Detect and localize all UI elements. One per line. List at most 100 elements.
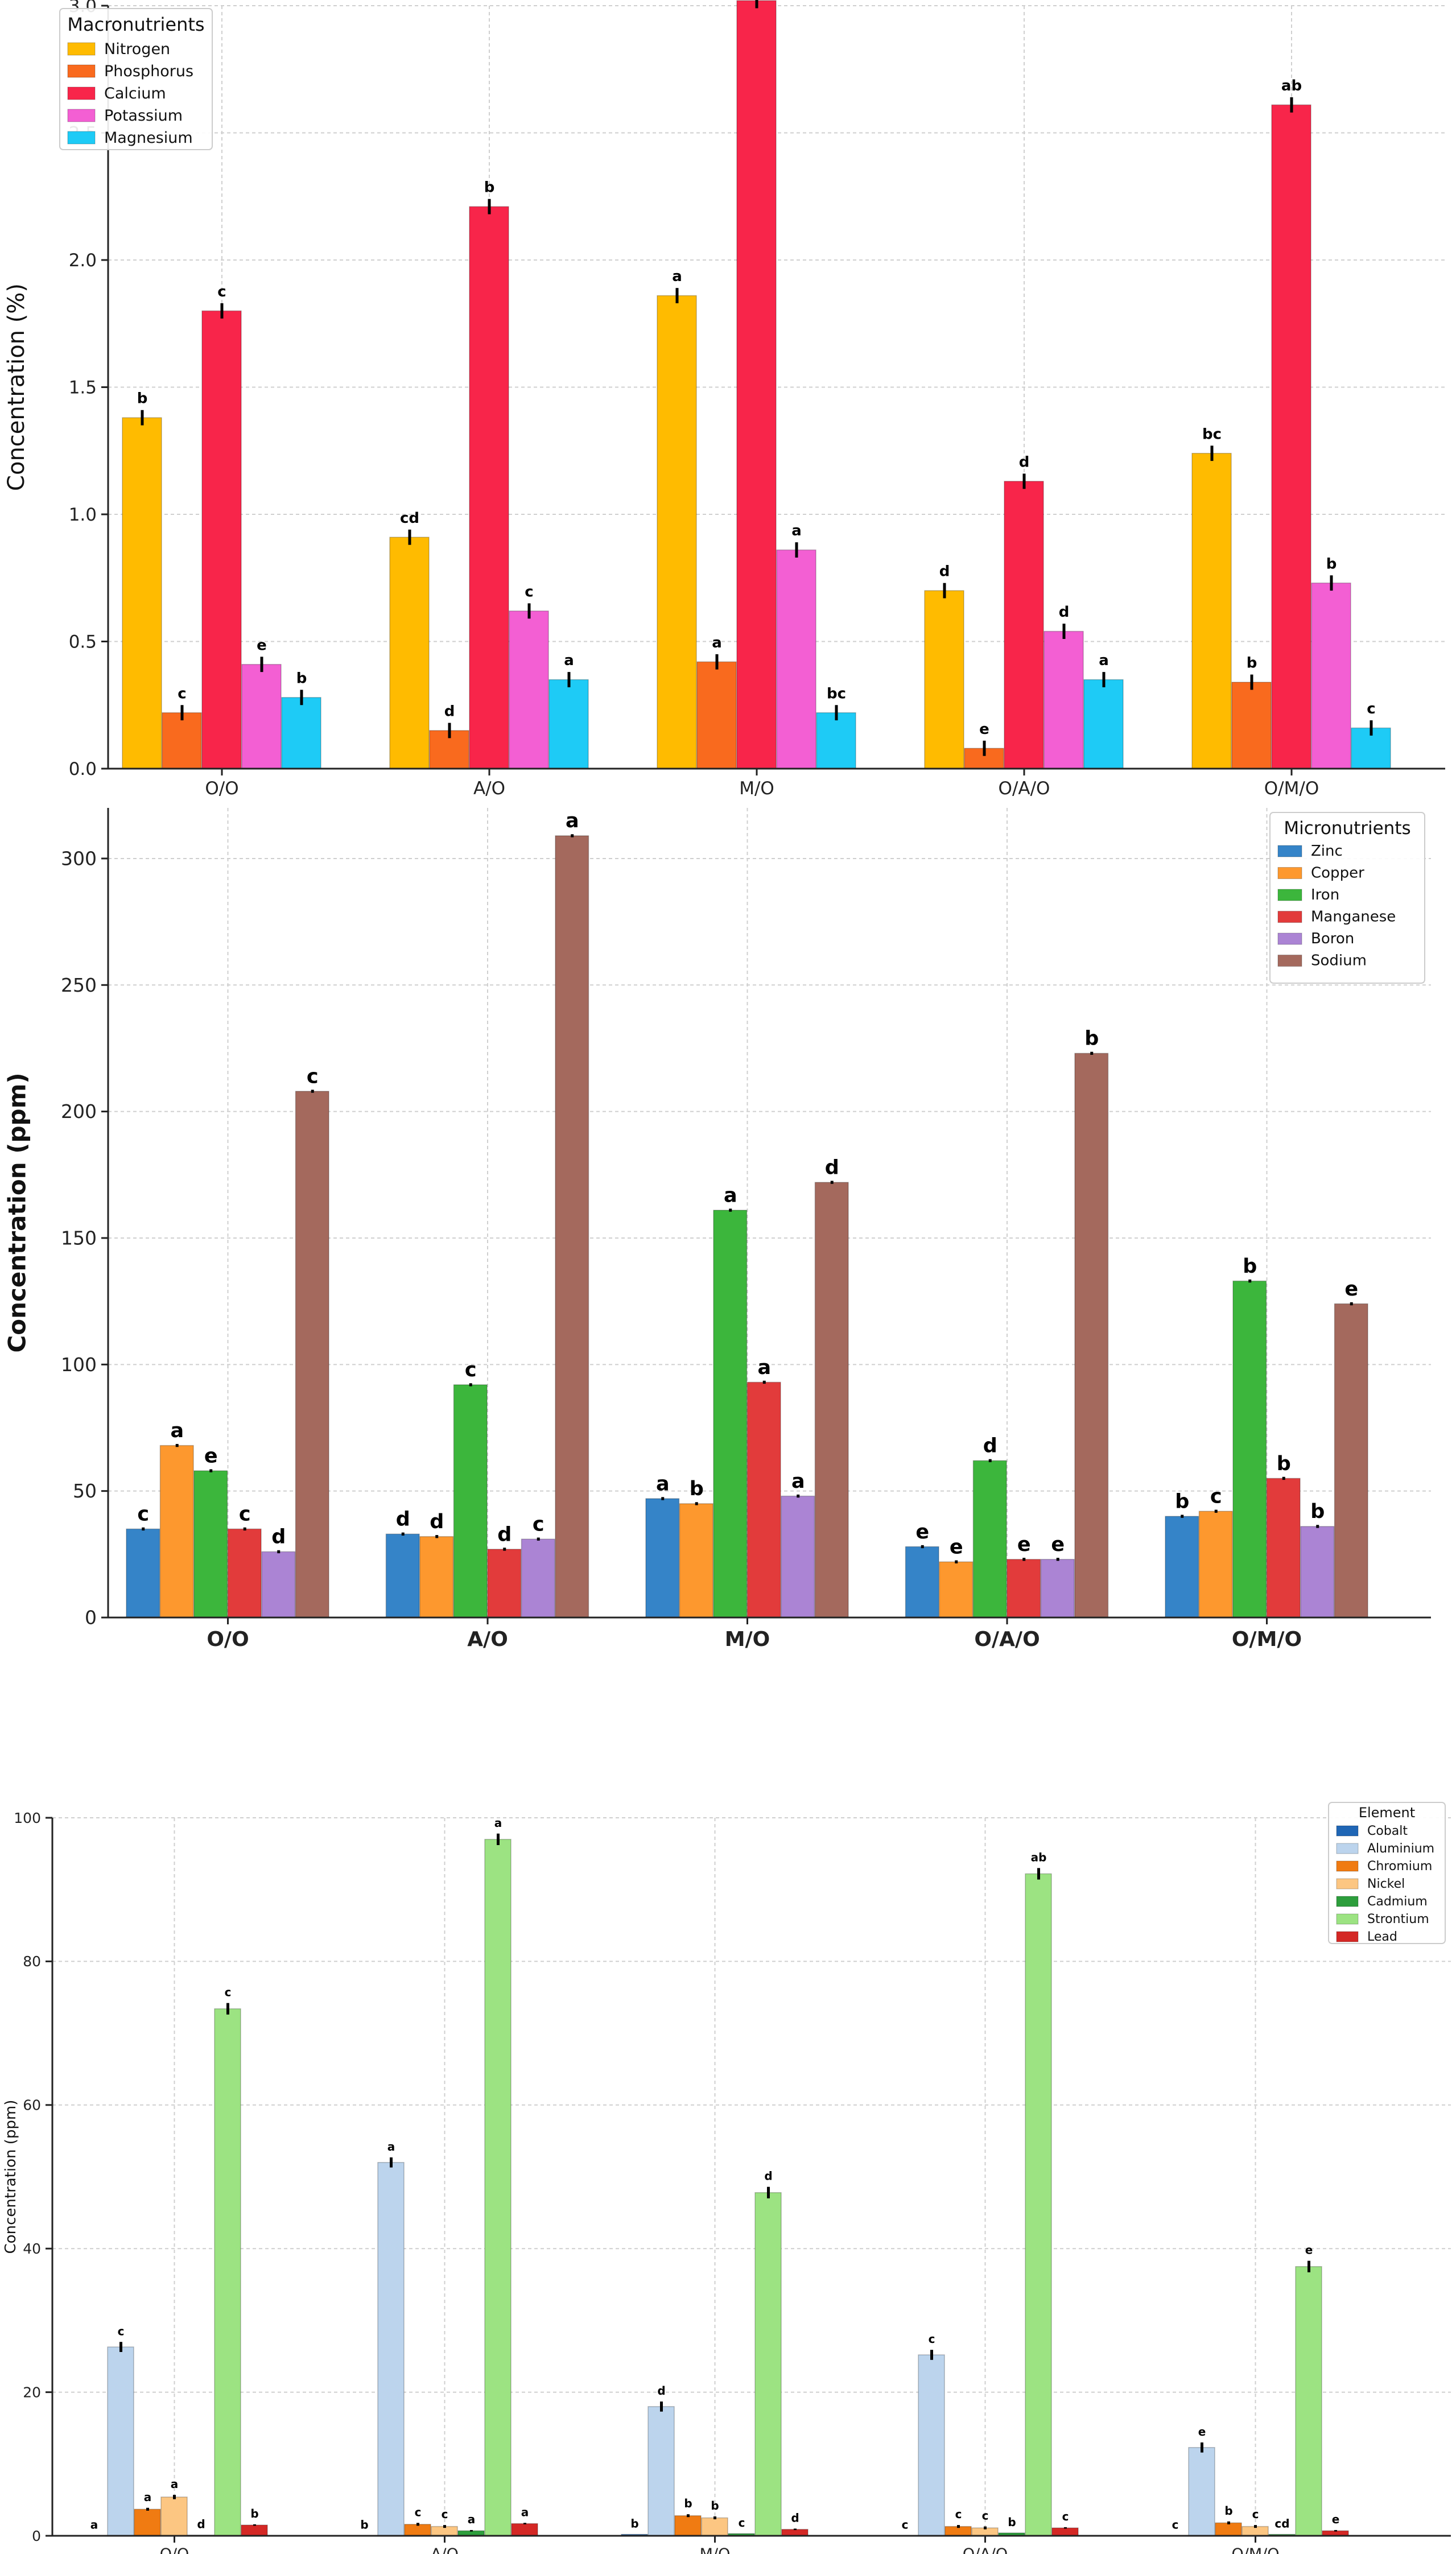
legend-swatch [1277,845,1302,857]
y-tick-label: 0 [85,1607,97,1629]
significance-letter: d [497,1523,512,1546]
significance-letter: d [1059,604,1070,621]
legend-swatch [1277,933,1302,945]
significance-letter: b [484,179,495,196]
x-tick-label: M/O [700,2545,731,2554]
significance-letter: c [1062,2510,1069,2523]
bar-potassium [1311,582,1351,769]
bar-aluminium [107,2346,134,2536]
significance-letter: c [533,1513,545,1536]
significance-letter: b [1175,1490,1189,1513]
significance-letter: e [1198,2425,1206,2439]
bar-nitrogen [924,590,964,769]
significance-letter: c [739,2516,745,2530]
significance-letter: e [1305,2243,1313,2257]
x-tick-label: M/O [725,1628,770,1651]
bar-lead [781,2528,809,2536]
significance-letter: c [982,2509,989,2523]
significance-letter: d [657,2384,665,2398]
bar-copper [419,1536,454,1618]
significance-letter: a [387,2140,395,2153]
significance-letter: a [90,2518,98,2531]
bar-lead [511,2523,538,2536]
y-axis-label: Concentration (%) [3,283,30,491]
x-tick-label: O/O [160,2545,189,2554]
legend-item-label: Copper [1311,865,1364,882]
significance-letter: c [178,685,186,702]
bar-iron [453,1384,488,1618]
legend-item-label: Nickel [1367,1877,1405,1891]
bar-magnesium [281,697,321,769]
significance-letter: b [250,2507,258,2520]
bar-chromium [404,2524,431,2536]
legend-item-label: Magnesium [104,129,193,147]
bar-strontium [484,1839,512,2536]
bar-strontium [214,2008,241,2536]
bar-copper [159,1445,194,1618]
bar-boron [261,1551,296,1618]
legend-title: Micronutrients [1284,818,1410,839]
y-tick-label: 200 [61,1100,97,1123]
significance-letter: d [791,2511,799,2524]
significance-letter: a [564,652,574,669]
bar-zinc [905,1546,939,1618]
significance-letter: c [1172,2518,1179,2531]
significance-letter: c [415,2505,422,2519]
bar-potassium [776,549,816,769]
x-tick-label: O/A/O [963,2545,1008,2554]
significance-letter: b [1277,1453,1291,1475]
bar-nitrogen [389,537,430,769]
significance-letter: e [950,1536,963,1559]
legend-swatch [1336,1843,1359,1854]
y-tick-label: 80 [23,1953,41,1970]
legend-swatch [67,131,96,145]
bar-iron [972,1460,1007,1618]
bar-magnesium [816,712,856,769]
x-tick-label: A/O [431,2545,459,2554]
significance-letter: d [444,703,455,720]
bar-phosphorus [696,661,737,769]
bar-zinc [1165,1516,1199,1618]
significance-letter: c [1367,700,1375,717]
bar-potassium [1043,630,1084,769]
significance-letter: d [271,1526,286,1549]
significance-letter: d [1019,453,1030,471]
legend: Micronutrients Zinc Copper Iron Manganese Bor… [1269,812,1425,984]
legend-swatch [1336,1931,1359,1942]
significance-letter: a [521,2505,529,2519]
significance-letter: c [442,2507,448,2521]
y-tick-label: 1.5 [69,377,97,398]
legend-item-label: Nitrogen [104,40,170,58]
significance-letter: a [791,1470,805,1493]
significance-letter: c [955,2507,962,2521]
significance-letter: c [239,1503,251,1526]
bar-copper [939,1561,974,1618]
y-tick-label: 0.5 [69,632,97,652]
significance-letter: a [791,522,802,539]
x-tick-label: O/A/O [999,778,1050,799]
bar-iron [713,1210,748,1618]
x-tick-label: A/O [467,1628,508,1651]
y-tick-label: 1.0 [69,505,97,525]
y-tick-label: 250 [61,974,97,996]
legend-item-label: Aluminium [1367,1842,1434,1856]
y-axis-label: Concentration (ppm) [3,1072,31,1352]
bar-chromium [1215,2522,1242,2536]
significance-letter: a [468,2512,476,2526]
significance-letter: c [525,583,533,600]
significance-letter: b [1084,1028,1099,1050]
bar-nitrogen [122,417,162,769]
legend-swatch [1336,1896,1359,1907]
significance-letter: cd [400,510,419,527]
bar-magnesium [1083,679,1124,769]
legend-item-label: Chromium [1367,1859,1432,1874]
bar-manganese [1266,1478,1301,1618]
significance-letter: d [825,1156,839,1179]
bar-zinc [126,1528,160,1618]
legend-item-label: Lead [1367,1930,1397,1944]
x-tick-label: O/M/O [1232,2545,1280,2554]
x-tick-label: A/O [473,778,505,799]
significance-letter: c [1210,1486,1222,1508]
bar-calcium [201,310,242,769]
